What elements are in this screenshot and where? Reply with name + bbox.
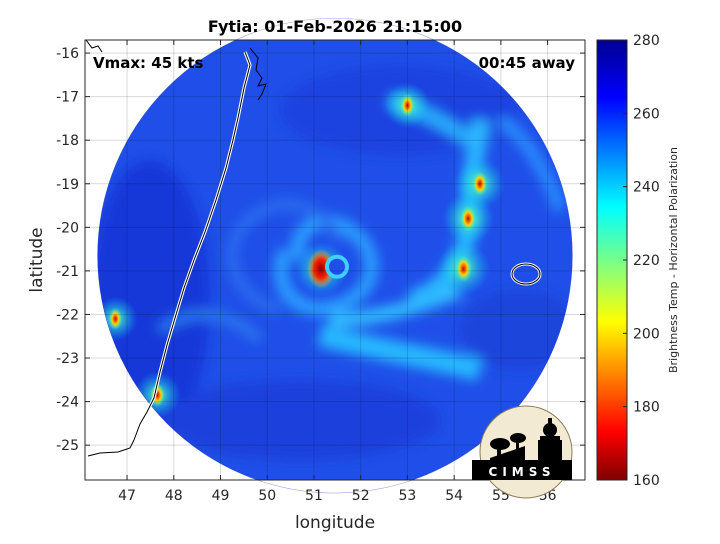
feature-3 bbox=[454, 158, 505, 209]
feature-core bbox=[400, 93, 415, 117]
y-tick-label: -21 bbox=[56, 264, 79, 280]
reunion-island-outline bbox=[511, 263, 541, 285]
y-axis-label: latitude bbox=[27, 227, 47, 292]
low-brightness-features bbox=[97, 82, 505, 419]
madagascar-northwest-coast bbox=[85, 40, 103, 53]
chart-title: Fytia: 01-Feb-2026 21:15:00 bbox=[208, 17, 462, 36]
x-tick-label: 54 bbox=[445, 488, 463, 504]
y-tick-label: -16 bbox=[56, 46, 79, 62]
madagascar-south-coast bbox=[87, 439, 135, 457]
feature-core bbox=[108, 307, 123, 330]
y-tick-label: -23 bbox=[56, 351, 79, 367]
swath-texture bbox=[97, 65, 573, 460]
y-tick-label: -20 bbox=[56, 220, 79, 236]
y-tick-label: -22 bbox=[56, 307, 79, 323]
swath-outline bbox=[97, 17, 573, 494]
feature-core bbox=[460, 205, 477, 232]
x-tick-label: 52 bbox=[352, 488, 370, 504]
colorbar-tick-label: 240 bbox=[633, 180, 660, 196]
y-tick-label: -19 bbox=[56, 177, 79, 193]
x-tick-label: 47 bbox=[118, 488, 136, 504]
x-axis-label: longitude bbox=[295, 513, 375, 533]
x-tick-label: 49 bbox=[212, 488, 230, 504]
colorbar-ticks: 160 180 200 220 240 260 280 bbox=[623, 33, 660, 489]
madagascar-north-coast bbox=[249, 47, 267, 101]
colorbar-tick-label: 160 bbox=[633, 473, 660, 489]
coastlines bbox=[85, 40, 542, 457]
colorbar-tick-label: 260 bbox=[633, 106, 660, 122]
colorbar-tick-label: 180 bbox=[633, 400, 660, 416]
axes-frame bbox=[84, 39, 586, 481]
cimss-logo: CIMSS bbox=[472, 405, 573, 499]
x-tick-label: 50 bbox=[258, 488, 276, 504]
x-tick-label: 51 bbox=[305, 488, 323, 504]
y-tick-label: -17 bbox=[56, 90, 79, 106]
colorbar-tick-label: 200 bbox=[633, 326, 660, 342]
y-tick-label: -24 bbox=[56, 395, 79, 411]
feature-4 bbox=[384, 82, 431, 129]
y-tick-label: -25 bbox=[56, 438, 79, 454]
colorbar-tick-label: 220 bbox=[633, 253, 660, 269]
colorbar bbox=[596, 39, 628, 481]
feature-core bbox=[307, 248, 335, 289]
time-away-annotation: 00:45 away bbox=[479, 54, 576, 72]
feature-core bbox=[455, 255, 472, 282]
feature-core bbox=[472, 171, 488, 197]
cyclone-eye bbox=[324, 254, 349, 279]
feature-1 bbox=[436, 242, 491, 296]
y-axis: -16 -17 -18 -19 -20 -21 -22 -23 -24 -25 bbox=[56, 46, 585, 454]
y-tick-label: -18 bbox=[56, 133, 79, 149]
x-tick-label: 53 bbox=[399, 488, 417, 504]
madagascar-coastline-outline bbox=[133, 51, 251, 441]
colorbar-tick-label: 280 bbox=[633, 33, 660, 49]
microwave-swath-image bbox=[97, 40, 573, 480]
cimss-logo-text: CIMSS bbox=[489, 465, 556, 479]
x-tick-label: 48 bbox=[165, 488, 183, 504]
colorbar-label: Brightness Temp - Horizontal Polarizatio… bbox=[667, 147, 680, 373]
vmax-annotation: Vmax: 45 kts bbox=[93, 54, 203, 72]
